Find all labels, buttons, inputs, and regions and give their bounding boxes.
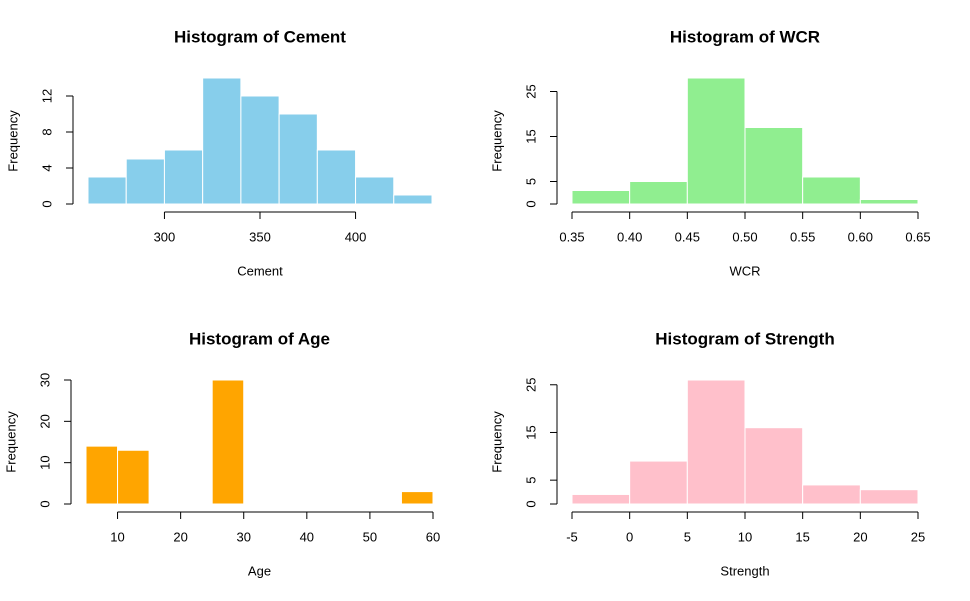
x-tick-label: 350 bbox=[249, 229, 271, 244]
x-tick-label: 0.55 bbox=[790, 229, 815, 244]
y-tick-label: 15 bbox=[523, 129, 538, 143]
bar bbox=[400, 491, 434, 505]
y-tick-label: 4 bbox=[39, 164, 54, 171]
y-tick-label: 25 bbox=[523, 378, 538, 392]
x-axis-label: Age bbox=[248, 563, 271, 578]
bar bbox=[571, 493, 631, 505]
bar bbox=[571, 190, 631, 205]
bar bbox=[117, 449, 150, 505]
bar bbox=[211, 379, 245, 505]
y-tick-label: 20 bbox=[37, 414, 52, 428]
bar bbox=[316, 149, 357, 205]
bar bbox=[859, 199, 919, 205]
bar bbox=[393, 194, 433, 205]
x-tick-label: 0.65 bbox=[905, 229, 930, 244]
bar bbox=[202, 77, 242, 205]
bar bbox=[240, 95, 280, 205]
x-tick-label: 0.60 bbox=[848, 229, 873, 244]
bar bbox=[125, 158, 165, 205]
x-tick-label: 300 bbox=[154, 229, 176, 244]
y-tick-label: 0 bbox=[37, 500, 52, 507]
y-axis-label: Frequency bbox=[3, 411, 18, 473]
x-tick-label: 60 bbox=[426, 529, 440, 544]
bar bbox=[87, 176, 127, 205]
y-axis-label: Frequency bbox=[489, 110, 504, 172]
x-tick-label: 30 bbox=[236, 529, 250, 544]
y-tick-label: 0 bbox=[523, 500, 538, 507]
y-tick-label: 15 bbox=[523, 425, 538, 439]
chart-title: Histogram of WCR bbox=[670, 27, 820, 46]
x-tick-label: 20 bbox=[173, 529, 187, 544]
x-tick-label: 10 bbox=[738, 529, 752, 544]
x-axis-label: Strength bbox=[720, 563, 769, 578]
chart-title: Histogram of Age bbox=[189, 329, 330, 348]
bar bbox=[629, 460, 688, 505]
x-tick-label: -5 bbox=[566, 529, 578, 544]
bar bbox=[802, 484, 861, 505]
y-axis-label: Frequency bbox=[5, 110, 20, 172]
bar bbox=[85, 445, 119, 505]
bar bbox=[163, 149, 204, 205]
x-tick-label: 25 bbox=[911, 529, 925, 544]
bar bbox=[355, 176, 395, 205]
y-tick-label: 0 bbox=[523, 200, 538, 207]
x-tick-label: 400 bbox=[345, 229, 367, 244]
x-axis-label: Cement bbox=[237, 263, 283, 278]
y-tick-label: 12 bbox=[39, 89, 54, 103]
chart-title: Histogram of Strength bbox=[655, 329, 834, 348]
bar bbox=[686, 379, 746, 505]
x-tick-label: 0 bbox=[626, 529, 633, 544]
y-tick-label: 8 bbox=[39, 128, 54, 135]
bar bbox=[859, 489, 919, 505]
bar bbox=[629, 181, 688, 205]
x-tick-label: 0.35 bbox=[559, 229, 584, 244]
y-tick-label: 0 bbox=[39, 200, 54, 207]
bar bbox=[744, 127, 804, 205]
chart-title: Histogram of Cement bbox=[174, 27, 346, 46]
bar bbox=[278, 113, 318, 205]
y-tick-label: 30 bbox=[37, 373, 52, 387]
x-tick-label: 5 bbox=[684, 529, 691, 544]
x-tick-label: 50 bbox=[363, 529, 377, 544]
y-tick-label: 25 bbox=[523, 84, 538, 98]
x-axis-label: WCR bbox=[729, 263, 760, 278]
y-tick-label: 10 bbox=[37, 455, 52, 469]
x-tick-label: 40 bbox=[300, 529, 314, 544]
bar bbox=[686, 77, 746, 205]
y-tick-label: 5 bbox=[523, 178, 538, 185]
y-tick-label: 5 bbox=[523, 477, 538, 484]
x-tick-label: 20 bbox=[853, 529, 867, 544]
x-tick-label: 0.40 bbox=[617, 229, 642, 244]
x-tick-label: 10 bbox=[110, 529, 124, 544]
bar bbox=[744, 427, 804, 505]
bar bbox=[802, 176, 861, 205]
y-axis-label: Frequency bbox=[489, 411, 504, 473]
x-tick-label: 0.45 bbox=[675, 229, 700, 244]
x-tick-label: 0.50 bbox=[732, 229, 757, 244]
x-tick-label: 15 bbox=[795, 529, 809, 544]
